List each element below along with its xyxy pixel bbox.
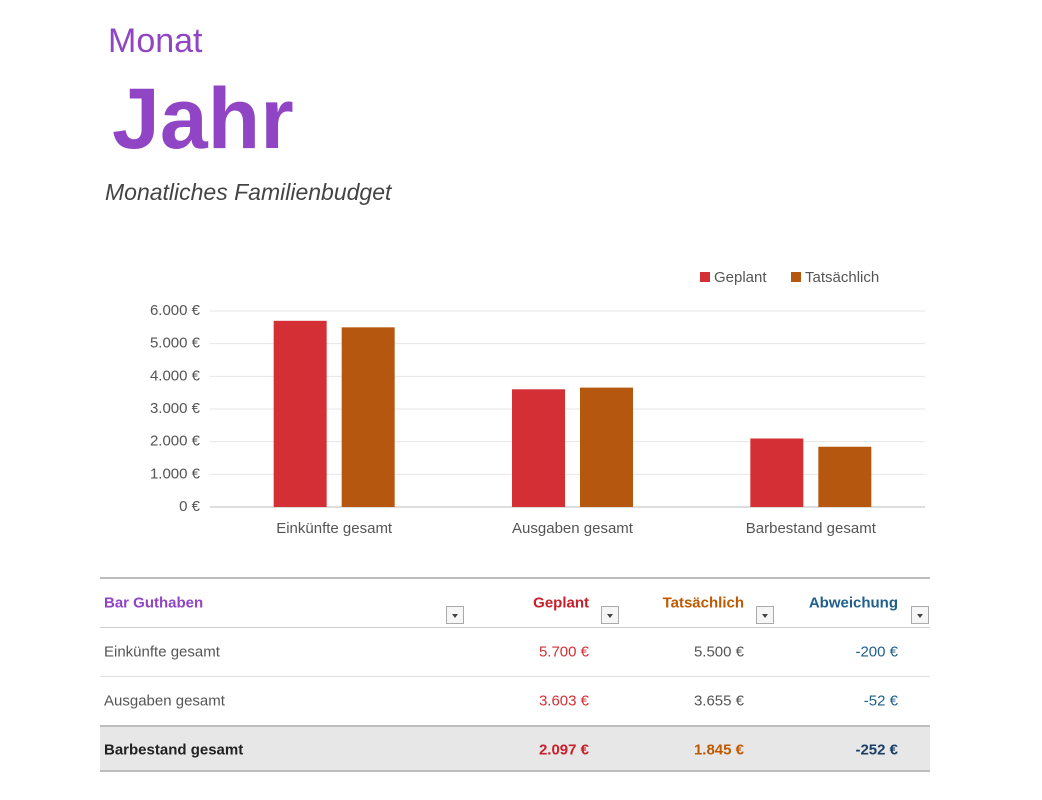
row-border [100,676,930,677]
table-cell: 3.603 € [538,692,589,710]
table-cell: 3.655 € [693,692,744,710]
table-cell: -252 € [855,741,898,759]
total-row-background [100,725,930,772]
table-cell: 1.845 € [693,741,744,759]
table-cell: 5.500 € [693,643,744,661]
x-tick-label: Barbestand gesamt [746,520,877,537]
bar [818,446,872,507]
header-border [100,627,930,628]
y-tick-label: 6.000 € [150,302,201,319]
bar [341,327,395,507]
legend-swatch [791,272,801,282]
y-tick-label: 1.000 € [150,465,201,482]
bar [750,438,804,507]
month-title: Monat [108,22,203,60]
y-tick-label: 2.000 € [150,433,201,450]
legend-label: Tatsächlich [805,269,879,286]
legend-swatch [700,272,710,282]
bar [273,320,327,507]
chart: 0 € 1.000 € 2.000 € 3.000 € 4.000 € 5.000 € 6.… [150,269,925,537]
y-tick-label: 5.000 € [150,335,201,352]
subtitle: Monatliches Familienbudget [105,179,392,205]
table-cell: 5.700 € [538,643,589,661]
table-cell: Ausgaben gesamt [104,692,225,710]
table-cell: Barbestand gesamt [104,741,244,759]
x-tick-label: Einkünfte gesamt [276,520,393,537]
y-tick-label: 4.000 € [150,367,201,384]
x-tick-label: Ausgaben gesamt [512,520,634,537]
year-title: Jahr [112,71,294,167]
legend-label: Geplant [714,269,767,286]
filter-button[interactable] [446,606,464,624]
column-header: Geplant [533,594,589,612]
table-top-border [100,577,930,579]
column-header: Abweichung [808,594,898,612]
y-tick-label: 0 € [179,498,201,515]
filter-button[interactable] [911,606,929,624]
bar [512,389,565,507]
table-cell: 2.097 € [538,741,589,759]
table-cell: -52 € [863,692,898,710]
column-header: Tatsächlich [662,594,744,612]
table-cell: Einkünfte gesamt [104,643,220,661]
filter-button[interactable] [601,606,619,624]
column-header: Bar Guthaben [104,594,204,612]
y-tick-label: 3.000 € [150,400,201,417]
table-cell: -200 € [855,643,898,661]
bar [580,387,633,507]
filter-button[interactable] [756,606,774,624]
